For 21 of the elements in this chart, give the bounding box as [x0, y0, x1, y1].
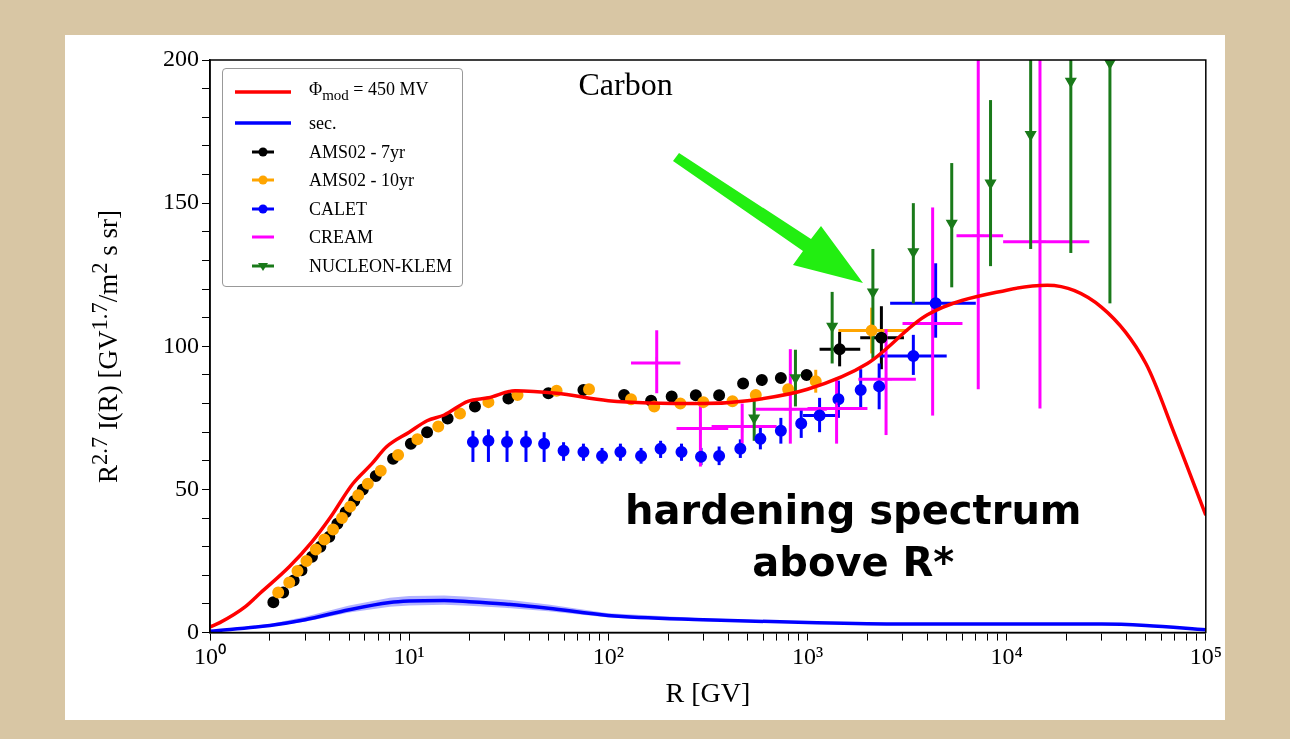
x-axis-title: R [GV]: [665, 676, 751, 708]
y-tick-label: 0: [187, 617, 199, 644]
legend-label: sec.: [309, 112, 337, 136]
legend-label: NUCLEON-KLEM: [309, 254, 452, 278]
x-tick-label: 10⁰: [194, 643, 226, 670]
annotation: hardening spectrum above R*: [624, 485, 1083, 587]
y-tick-label: 100: [163, 331, 199, 358]
y-tick-label: 200: [163, 45, 199, 72]
annotation: Carbon: [578, 65, 673, 103]
legend-label: CALET: [309, 197, 367, 221]
legend-label: AMS02 - 10yr: [309, 169, 415, 193]
legend-label: AMS02 - 7yr: [309, 140, 406, 164]
x-tick-label: 10⁴: [990, 643, 1023, 670]
x-tick-label: 10⁵: [1189, 643, 1222, 670]
legend-label: Φ$_{mod}$ = 450 MV: [309, 78, 429, 105]
x-tick-label: 10²: [592, 643, 624, 670]
x-tick-label: 10³: [791, 643, 824, 670]
y-tick-label: 50: [175, 474, 199, 501]
y-tick-label: 150: [163, 188, 199, 215]
legend-label: CREAM: [309, 226, 374, 250]
x-tick-label: 10¹: [393, 643, 425, 670]
